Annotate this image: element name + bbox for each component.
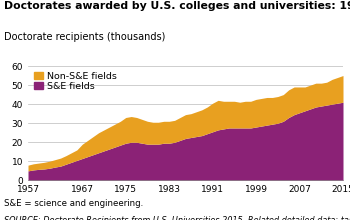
Legend: Non-S&E fields, S&E fields: Non-S&E fields, S&E fields <box>33 71 118 92</box>
Text: SOURCE: Doctorate Recipients from U.S. Universities 2015. Related detailed data:: SOURCE: Doctorate Recipients from U.S. U… <box>4 216 350 220</box>
Text: Doctorate recipients (thousands): Doctorate recipients (thousands) <box>4 32 165 42</box>
Text: Doctorates awarded by U.S. colleges and universities: 1957–2015: Doctorates awarded by U.S. colleges and … <box>4 1 350 11</box>
Text: S&E = science and engineering.: S&E = science and engineering. <box>4 199 143 208</box>
